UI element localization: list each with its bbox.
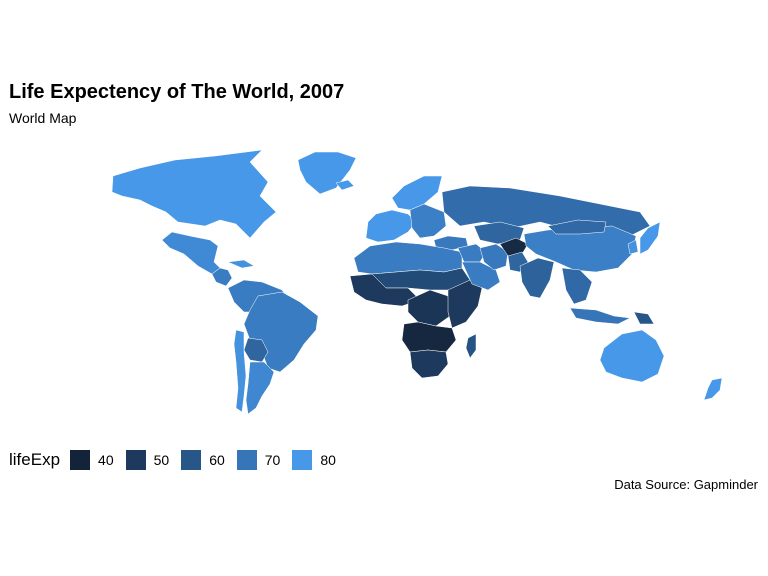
region-eastern-europe — [409, 203, 447, 239]
legend-item-50: 50 — [125, 450, 170, 470]
legend-label: 40 — [98, 452, 114, 468]
region-afghanistan — [499, 237, 529, 257]
region-iran — [479, 243, 509, 271]
region-north-america — [111, 149, 277, 239]
region-madagascar — [465, 333, 477, 359]
region-iceland — [335, 179, 355, 191]
legend-swatch — [125, 450, 146, 470]
region-korea — [627, 239, 639, 255]
region-greenland — [297, 151, 357, 195]
legend-swatch — [236, 450, 257, 470]
region-central-africa — [407, 289, 451, 327]
legend-label: 80 — [320, 452, 336, 468]
legend-item-60: 60 — [181, 450, 225, 470]
region-scandinavia — [391, 175, 443, 211]
data-source-caption: Data Source: Gapminder — [614, 477, 758, 492]
region-india — [519, 257, 555, 299]
legend-label: 70 — [264, 452, 281, 468]
legend: lifeExp 40 50 60 70 80 — [9, 447, 348, 473]
legend-item-80: 80 — [292, 450, 336, 470]
legend-swatch — [70, 450, 91, 470]
region-new-zealand — [703, 377, 723, 401]
region-southern-africa — [409, 349, 449, 379]
legend-title: lifeExp — [9, 450, 61, 469]
map-subtitle: World Map — [9, 110, 77, 126]
region-indonesia — [569, 307, 631, 325]
region-mexico — [161, 231, 221, 275]
region-russia — [441, 185, 651, 237]
region-chile — [233, 329, 247, 413]
region-argentina — [245, 361, 275, 415]
legend-swatch — [181, 450, 202, 470]
legend-item-40: 40 — [70, 450, 114, 470]
map-title: Life Expectency of The World, 2007 — [9, 81, 345, 103]
legend-swatch — [292, 450, 313, 470]
region-australia — [599, 329, 665, 383]
region-japan — [639, 221, 661, 255]
region-papua-new-guinea — [633, 311, 655, 325]
region-western-europe — [365, 209, 417, 243]
legend-label: 50 — [153, 452, 170, 468]
legend-label: 60 — [209, 452, 225, 468]
region-mongolia — [547, 219, 607, 235]
region-southeast-asia — [561, 267, 593, 305]
legend-item-70: 70 — [236, 450, 281, 470]
region-angola-zambia — [401, 321, 457, 353]
region-central-america — [211, 267, 233, 287]
region-saudi-arabia — [461, 261, 501, 291]
region-cuba — [227, 259, 255, 269]
